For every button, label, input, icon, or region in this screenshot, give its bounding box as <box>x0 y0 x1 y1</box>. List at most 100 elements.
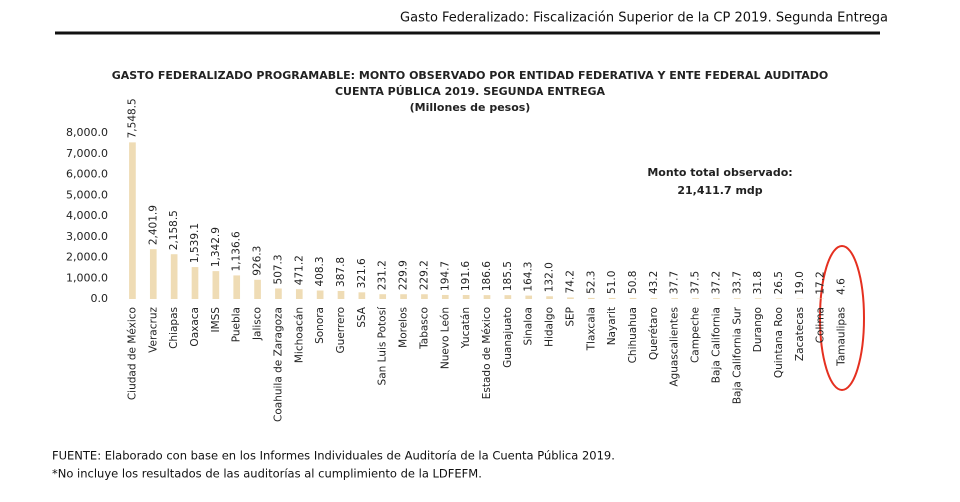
x-tick-label: SEP <box>564 307 576 327</box>
bar <box>254 279 261 299</box>
bar <box>212 271 220 299</box>
value-label: 185.5 <box>502 261 514 291</box>
x-tick-label: Tamaulipas <box>836 307 848 367</box>
value-label: 194.7 <box>439 261 451 291</box>
bar <box>462 295 470 299</box>
annotation: Monto total observado: <box>647 166 792 179</box>
x-tick-label: SSA <box>356 306 368 328</box>
bar <box>149 249 157 299</box>
value-label: 37.2 <box>710 271 722 294</box>
value-label: 50.8 <box>627 271 639 294</box>
value-label: 231.2 <box>377 260 389 290</box>
bar <box>275 288 282 299</box>
value-label: 191.6 <box>460 261 472 291</box>
value-label: 229.2 <box>418 260 430 290</box>
y-tick-label: 4,000.0 <box>66 209 108 222</box>
value-label: 4.6 <box>836 278 848 295</box>
x-tick-label: Querétaro <box>648 307 660 360</box>
value-label: 31.8 <box>752 271 764 294</box>
value-label: 51.0 <box>606 271 618 294</box>
value-label: 164.3 <box>523 262 535 292</box>
bar <box>379 294 387 299</box>
bar <box>692 298 699 299</box>
value-label: 37.5 <box>690 271 702 294</box>
x-tick-label: Campeche <box>690 307 702 363</box>
bar <box>567 297 574 299</box>
value-label: 1,342.9 <box>210 227 222 267</box>
value-label: 74.2 <box>564 270 576 293</box>
bar <box>295 289 303 299</box>
value-label: 507.3 <box>272 254 284 284</box>
highlight-ellipse <box>819 245 865 391</box>
x-tick-label: Yucatán <box>460 307 472 349</box>
y-tick-label: 7,000.0 <box>66 147 108 160</box>
chart-subtitle: CUENTA PÚBLICA 2019. SEGUNDA ENTREGA <box>335 85 606 98</box>
value-label: 229.9 <box>398 260 410 290</box>
x-tick-label: Oaxaca <box>189 307 201 347</box>
bar <box>504 295 512 299</box>
bar <box>525 295 533 299</box>
bar <box>441 294 449 299</box>
bar <box>608 297 616 299</box>
x-tick-label: Tabasco <box>418 307 430 350</box>
x-tick-label: San Luis Potosí <box>377 306 389 386</box>
value-label: 321.6 <box>356 258 368 288</box>
value-label: 1,136.6 <box>231 231 243 271</box>
x-tick-label: Chiapas <box>168 307 180 349</box>
x-tick-label: Tlaxcala <box>585 307 597 351</box>
bar <box>233 275 241 299</box>
y-tick-label: 5,000.0 <box>66 188 108 201</box>
footer-source: FUENTE: Elaborado con base en los Inform… <box>52 449 615 463</box>
bar <box>358 292 366 299</box>
value-label: 37.7 <box>669 271 681 294</box>
x-tick-label: Ciudad de México <box>126 307 138 400</box>
value-label: 1,539.1 <box>189 223 201 263</box>
x-tick-label: Nuevo León <box>439 307 451 369</box>
x-tick-label: Guerrero <box>335 307 347 353</box>
page-header: Gasto Federalizado: Fiscalización Superi… <box>400 11 888 26</box>
x-tick-label: Coahuila de Zaragoza <box>272 307 284 422</box>
annotation: 21,411.7 mdp <box>677 184 762 197</box>
x-tick-label: Zacatecas <box>794 307 806 361</box>
bar <box>775 298 783 299</box>
x-tick-label: Nayarit <box>606 307 618 345</box>
x-tick-label: Hidalgo <box>544 307 556 347</box>
value-label: 926.3 <box>252 246 264 276</box>
bar <box>546 296 553 299</box>
x-tick-label: Baja California Sur <box>731 306 743 404</box>
bar <box>587 297 595 299</box>
value-label: 26.5 <box>773 271 785 294</box>
x-tick-label: Guanajuato <box>502 307 514 368</box>
value-label: 52.3 <box>585 271 597 294</box>
value-label: 43.2 <box>648 271 660 294</box>
bar <box>400 294 407 299</box>
bar <box>191 267 199 299</box>
x-tick-label: Baja California <box>710 307 722 383</box>
bar <box>129 142 136 299</box>
bar <box>483 295 491 299</box>
x-tick-label: Veracruz <box>147 307 159 353</box>
y-tick-label: 0.0 <box>91 292 109 305</box>
value-label: 17.2 <box>815 271 827 294</box>
y-tick-label: 8,000.0 <box>66 126 108 139</box>
bar <box>713 298 720 299</box>
value-label: 2,401.9 <box>147 205 159 245</box>
value-label: 2,158.5 <box>168 210 180 250</box>
x-tick-label: Michoacán <box>293 307 305 363</box>
x-tick-label: Aguascalientes <box>669 307 681 387</box>
bar <box>421 294 428 299</box>
bar <box>337 290 345 299</box>
x-tick-label: Durango <box>752 307 764 352</box>
y-axis-label: (Millones de pesos) <box>410 101 531 114</box>
value-label: 387.8 <box>335 257 347 287</box>
value-label: 471.2 <box>293 255 305 285</box>
x-tick-label: Sonora <box>314 307 326 344</box>
footer-note: *No incluye los resultados de las audito… <box>52 467 482 481</box>
y-tick-label: 3,000.0 <box>66 230 108 243</box>
value-label: 33.7 <box>731 271 743 294</box>
x-tick-label: Colima <box>815 307 827 343</box>
x-tick-label: Jalisco <box>252 307 264 341</box>
bar <box>650 298 658 299</box>
x-tick-label: Puebla <box>231 307 243 342</box>
